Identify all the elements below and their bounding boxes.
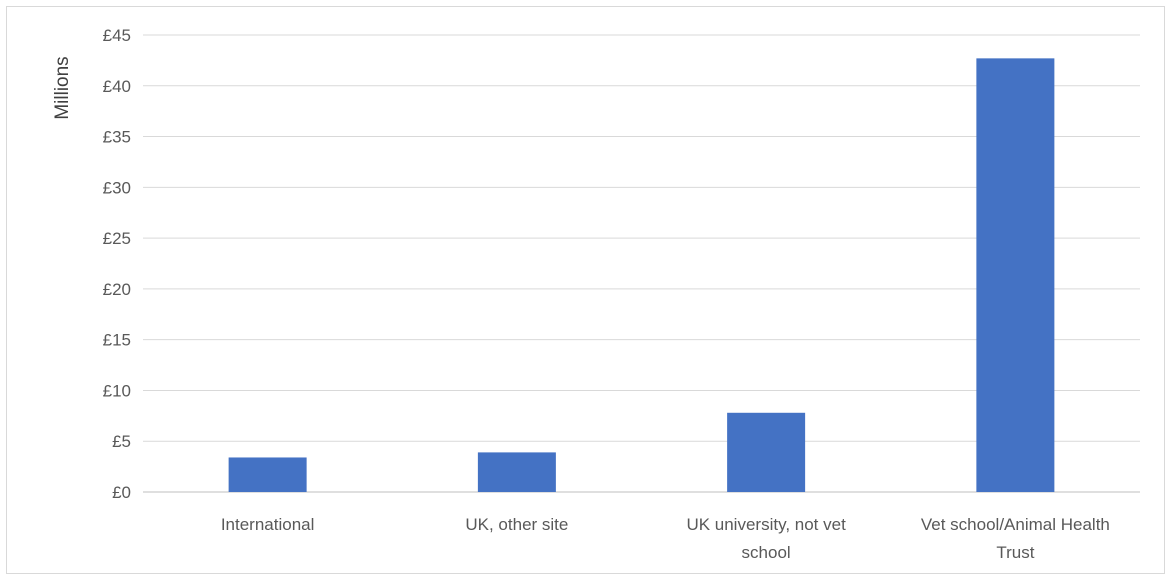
gridlines [143,34,1140,493]
bar [228,457,307,492]
x-tick-label: UK university, not vet school [686,515,846,562]
y-tick-label: £20 [103,280,131,299]
y-axis-ticks: £0 £5 £10 £15 £20 £25 £30 £35 £40 £45 [103,26,131,502]
y-axis-title: Millions [52,56,73,119]
bar [477,452,556,492]
chart-area [6,6,1165,574]
y-tick-label: £45 [103,26,131,45]
bars [228,58,1055,492]
y-tick-label: £35 [103,128,131,147]
x-tick-label: International [221,515,315,534]
x-tick-label: UK, other site [465,515,568,534]
y-tick-label: £40 [103,77,131,96]
y-tick-label: £25 [103,229,131,248]
y-tick-label: £10 [103,381,131,400]
x-axis-labels: International UK, other site UK university… [221,515,1110,562]
y-tick-label: £5 [112,432,131,451]
bar [976,58,1055,492]
x-tick-label: Vet school/Animal Health Trust [921,515,1110,562]
y-tick-label: £30 [103,178,131,197]
y-tick-label: £15 [103,331,131,350]
y-tick-label: £0 [112,483,131,502]
bar [727,412,806,492]
